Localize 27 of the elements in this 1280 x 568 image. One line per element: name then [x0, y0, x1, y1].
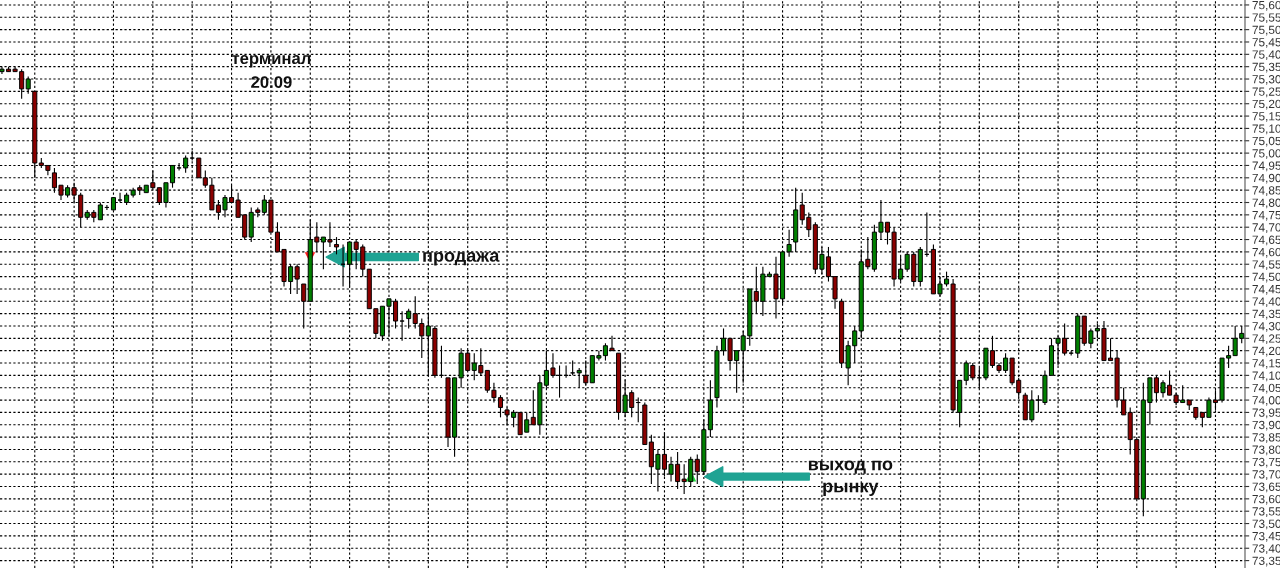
y-tick-label: 75,55	[1252, 13, 1280, 24]
y-tick-label: 73,55	[1252, 507, 1280, 517]
annotation: продажа	[423, 251, 500, 266]
y-tick-label: 73,35	[1252, 556, 1280, 567]
y-tick-label: 73,85	[1252, 433, 1280, 443]
y-tick-label: 75,05	[1252, 136, 1280, 147]
y-tick-label: 73,95	[1252, 408, 1280, 419]
y-tick-label: 74,85	[1252, 186, 1280, 196]
y-tick-label: 73,65	[1252, 482, 1280, 493]
annotation: выход по рынку	[808, 460, 893, 496]
text: 20.09	[251, 76, 292, 88]
y-tick-label: 74,35	[1252, 309, 1280, 320]
y-tick-label: 74,75	[1252, 211, 1280, 221]
y-tick-label: 74,15	[1252, 359, 1280, 369]
y-tick-label: 75,15	[1252, 112, 1280, 122]
y-tick-label: 75,35	[1252, 62, 1280, 73]
text: терминал	[231, 54, 311, 68]
y-tick-label: 74,65	[1252, 235, 1280, 246]
y-tick-label: 73,45	[1252, 531, 1280, 542]
y-tick-label: 73,75	[1252, 457, 1280, 468]
y-tick-label: 75,25	[1252, 87, 1280, 98]
y-tick-label: 74,45	[1252, 285, 1280, 295]
y-tick-label: 74,55	[1252, 260, 1280, 271]
y-tick-label: 74,25	[1252, 334, 1280, 345]
y-tick-label: 74,95	[1252, 161, 1280, 172]
y-tick-label: 75,45	[1252, 38, 1280, 48]
y-tick-label: 74,05	[1252, 383, 1280, 394]
